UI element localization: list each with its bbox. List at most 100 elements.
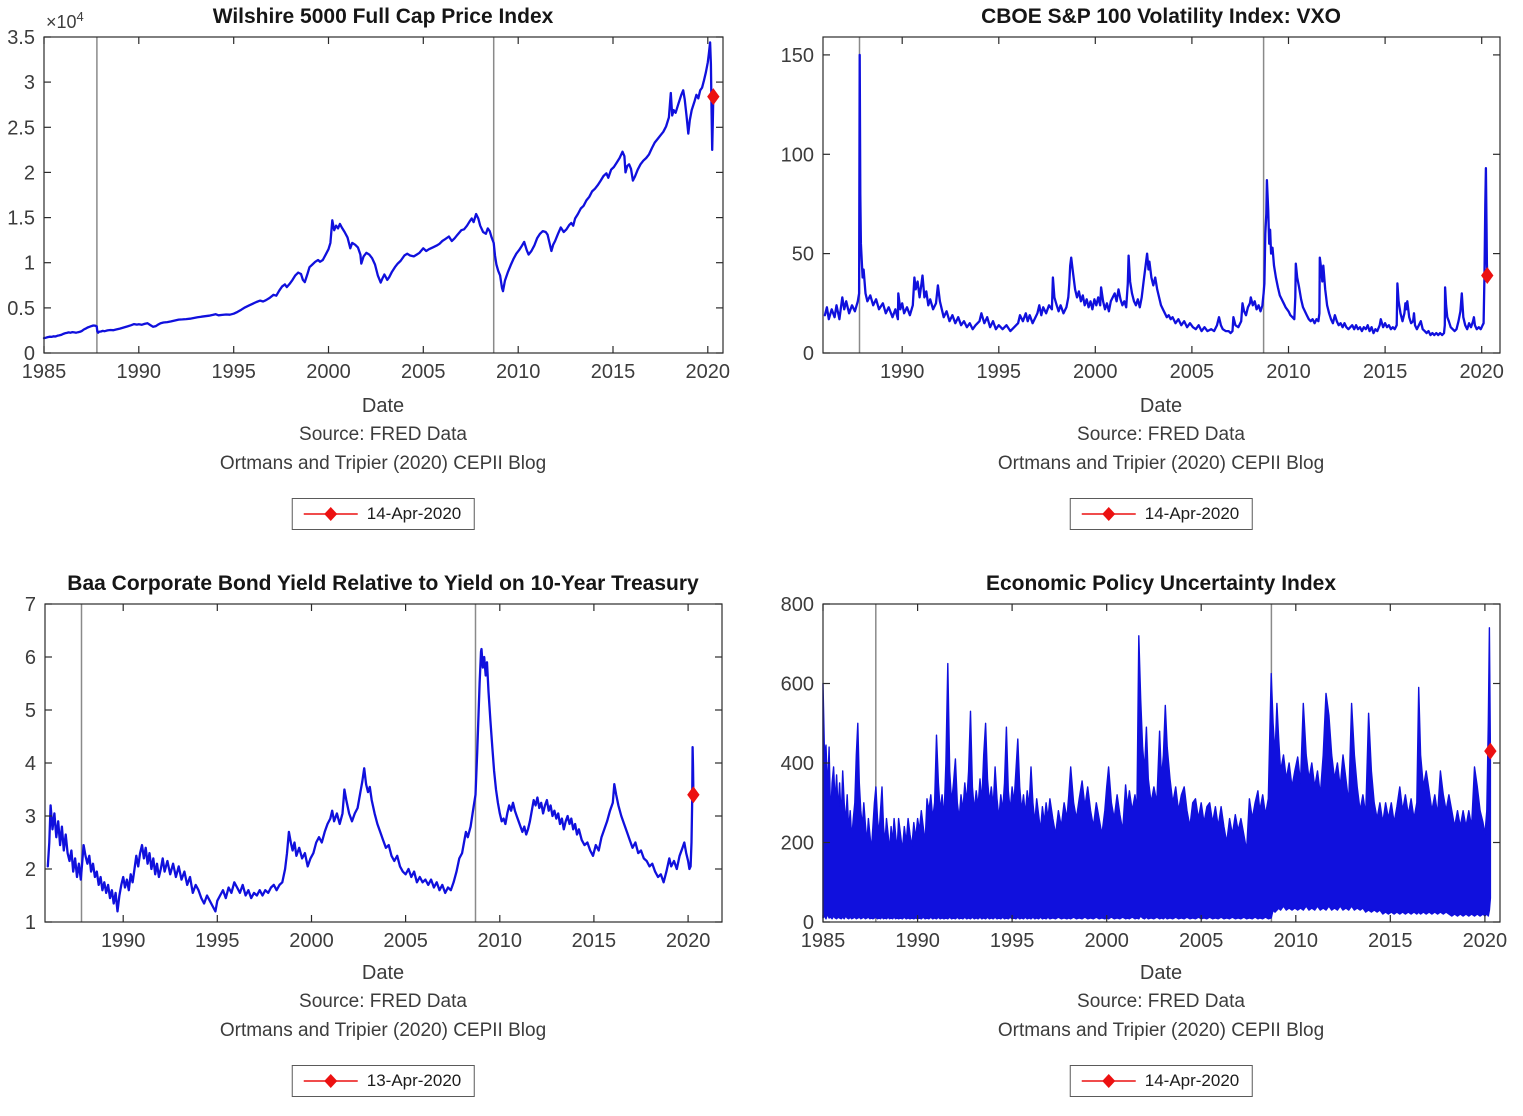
xlabel-baa: Date xyxy=(361,962,405,984)
legend-diamond-icon xyxy=(324,1074,338,1088)
legend-label: 14-Apr-2020 xyxy=(1144,1071,1240,1090)
legend-label: 14-Apr-2020 xyxy=(1144,504,1240,523)
y-axis-exponent-label: ×104 xyxy=(46,9,84,32)
latest-point-marker xyxy=(1481,266,1494,284)
legend-epu: 14-Apr-2020 xyxy=(1069,1065,1253,1097)
x-tick-label: 1995 xyxy=(211,361,256,383)
x-tick-label: 2020 xyxy=(686,361,731,383)
legend-diamond-icon xyxy=(324,507,338,521)
legend-diamond-icon xyxy=(1102,1074,1116,1088)
x-tick-label: 2015 xyxy=(1368,930,1413,952)
x-tick-label: 2000 xyxy=(1073,361,1118,383)
y-tick-label: 100 xyxy=(781,144,814,166)
y-tick-label: 600 xyxy=(781,674,814,696)
chart-title-vxo: CBOE S&P 100 Volatility Index: VXO xyxy=(981,5,1341,28)
source-caption: Source: FRED Data xyxy=(299,424,467,445)
legend-diamond-icon xyxy=(1102,507,1116,521)
plot-box xyxy=(44,603,723,923)
x-tick-label: 2010 xyxy=(478,930,523,952)
latest-point-marker xyxy=(1484,742,1497,760)
credit-caption: Ortmans and Tripier (2020) CEPII Blog xyxy=(997,453,1325,474)
x-tick-label: 2000 xyxy=(1084,930,1129,952)
plot-box xyxy=(43,36,724,354)
y-tick-label: 3 xyxy=(25,806,36,828)
x-tick-label: 2015 xyxy=(572,930,617,952)
x-tick-label: 2010 xyxy=(1266,361,1311,383)
data-line xyxy=(42,41,715,340)
y-tick-label: 2 xyxy=(24,162,35,184)
x-tick-label: 2005 xyxy=(1179,930,1224,952)
y-tick-label: 0 xyxy=(803,912,814,934)
legend-vxo: 14-Apr-2020 xyxy=(1069,498,1253,530)
y-tick-label: 1.5 xyxy=(7,208,35,230)
x-tick-label: 2005 xyxy=(401,361,446,383)
y-tick-label: 0 xyxy=(803,343,814,365)
latest-point-marker xyxy=(687,786,700,804)
y-tick-label: 1 xyxy=(25,912,36,934)
legend-baa: 13-Apr-2020 xyxy=(291,1065,475,1097)
legend-marker-sample xyxy=(1081,507,1136,521)
data-line xyxy=(823,53,1489,337)
x-tick-label: 2020 xyxy=(1459,361,1504,383)
data-band xyxy=(822,627,1492,920)
chart-title-epu: Economic Policy Uncertainty Index xyxy=(985,572,1337,595)
legend-marker-sample xyxy=(303,507,358,521)
y-tick-label: 2 xyxy=(25,859,36,881)
legend-marker-sample xyxy=(303,1074,358,1088)
x-tick-label: 2005 xyxy=(383,930,428,952)
x-tick-label: 1990 xyxy=(117,361,162,383)
x-tick-label: 2010 xyxy=(496,361,541,383)
x-tick-label: 1995 xyxy=(195,930,240,952)
credit-caption: Ortmans and Tripier (2020) CEPII Blog xyxy=(997,1020,1325,1041)
source-caption: Source: FRED Data xyxy=(299,991,467,1012)
latest-point-marker xyxy=(707,88,720,106)
chart-epu: 1985 1990 1995 2000 2005 2010 2015 2020 0 200 400 6… xyxy=(781,594,1508,952)
y-tick-label: 150 xyxy=(781,45,814,67)
x-tick-label: 1990 xyxy=(895,930,940,952)
x-tick-label: 1985 xyxy=(801,930,846,952)
xlabel-vxo: Date xyxy=(1139,395,1183,417)
y-tick-label: 0 xyxy=(24,343,35,365)
legend-label: 13-Apr-2020 xyxy=(366,1071,462,1090)
y-tick-label: 4 xyxy=(25,753,36,775)
y-tick-label: 200 xyxy=(781,833,814,855)
source-caption: Source: FRED Data xyxy=(1077,991,1245,1012)
y-tick-label: 0.5 xyxy=(7,298,35,320)
x-tick-label: 1985 xyxy=(22,361,67,383)
chart-baa-spread: 1990 1995 2000 2005 2010 2015 2020 1 2 3 4 5 6 7 xyxy=(25,594,723,952)
y-tick-label: 50 xyxy=(792,244,814,266)
x-tick-label: 2015 xyxy=(1363,361,1408,383)
y-tick-label: 6 xyxy=(25,647,36,669)
xlabel-wilshire: Date xyxy=(361,395,405,417)
chart-title-wilshire: Wilshire 5000 Full Cap Price Index xyxy=(212,5,554,28)
y-tick-label: 800 xyxy=(781,594,814,616)
x-tick-label: 2010 xyxy=(1274,930,1319,952)
x-tick-label: 2020 xyxy=(666,930,711,952)
y-tick-label: 1 xyxy=(24,253,35,275)
y-tick-label: 3.5 xyxy=(7,27,35,49)
y-tick-label: 400 xyxy=(781,753,814,775)
legend-marker-sample xyxy=(1081,1074,1136,1088)
x-tick-label: 1995 xyxy=(990,930,1035,952)
source-caption: Source: FRED Data xyxy=(1077,424,1245,445)
y-tick-label: 2.5 xyxy=(7,117,35,139)
chart-vxo: 1990 1995 2000 2005 2010 2015 2020 0 50 100 150 xyxy=(781,36,1504,383)
data-line xyxy=(46,647,695,913)
legend-label: 14-Apr-2020 xyxy=(366,504,462,523)
y-tick-label: 3 xyxy=(24,72,35,94)
x-tick-label: 1990 xyxy=(880,361,925,383)
chart-title-baa: Baa Corporate Bond Yield Relative to Yie… xyxy=(67,572,699,595)
x-tick-label: 2000 xyxy=(289,930,334,952)
chart-wilshire-5000: 1985 1990 1995 2000 2005 2010 2015 2020 0 0.5 1 1.5… xyxy=(7,27,730,383)
y-tick-label: 7 xyxy=(25,594,36,616)
x-tick-label: 2020 xyxy=(1463,930,1508,952)
credit-caption: Ortmans and Tripier (2020) CEPII Blog xyxy=(219,453,547,474)
x-tick-label: 2005 xyxy=(1170,361,1215,383)
legend-wilshire: 14-Apr-2020 xyxy=(291,498,475,530)
y-tick-label: 5 xyxy=(25,700,36,722)
credit-caption: Ortmans and Tripier (2020) CEPII Blog xyxy=(219,1020,547,1041)
x-tick-label: 2000 xyxy=(306,361,351,383)
x-tick-label: 2015 xyxy=(591,361,636,383)
